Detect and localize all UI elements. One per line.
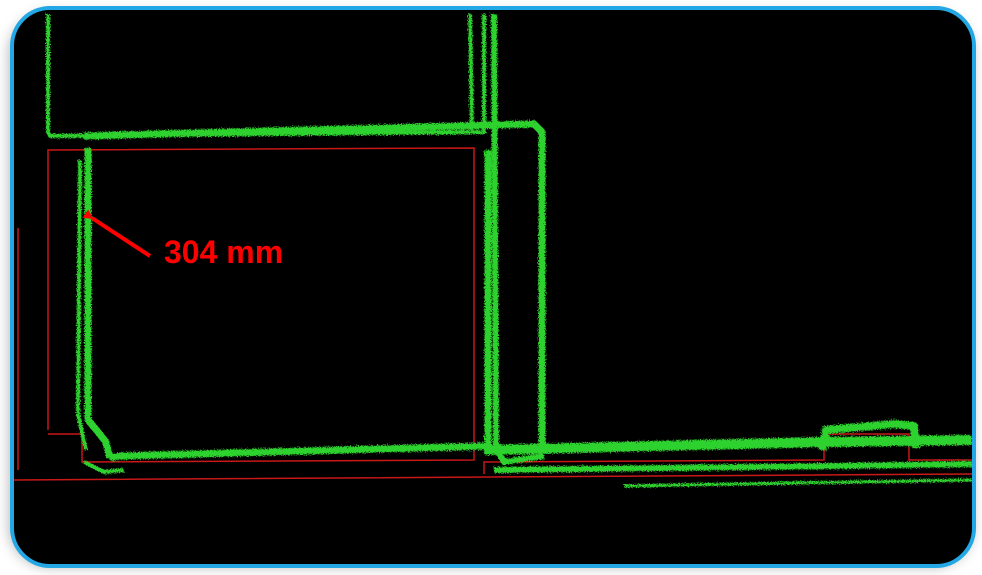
point-cloud <box>46 13 972 488</box>
point-cloud-left-floor-bump <box>83 460 125 474</box>
measurement-arrow <box>82 209 152 258</box>
reference-outline-floor <box>14 473 972 481</box>
point-cloud-floor <box>483 435 972 455</box>
reference-outline-left-panel <box>47 147 475 463</box>
point-cloud-box-bottom <box>109 150 492 462</box>
point-cloud-canvas <box>14 13 972 488</box>
point-cloud-box-left <box>84 148 114 459</box>
point-cloud-upper-post <box>468 13 474 129</box>
point-cloud-floor-fringe <box>623 478 972 488</box>
point-cloud-box-top <box>83 120 546 450</box>
point-cloud-box-left-inner <box>76 159 88 451</box>
measurement-label: 304 mm <box>164 234 284 270</box>
point-cloud-step <box>818 420 920 451</box>
point-cloud-floor-lower <box>493 461 972 473</box>
point-cloud-center-post <box>491 13 545 465</box>
point-cloud-upper-left-frame <box>46 14 486 138</box>
scan-viewport: 304 mm <box>10 6 976 568</box>
